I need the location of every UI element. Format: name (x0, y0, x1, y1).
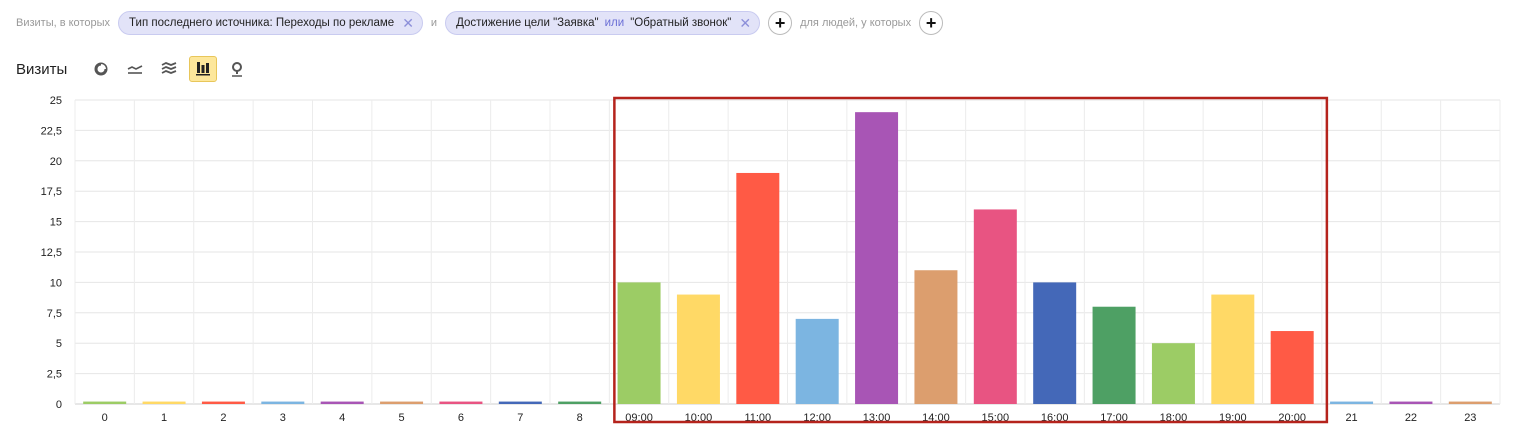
close-icon[interactable]: ✕ (739, 15, 752, 31)
x-tick-label: 4 (339, 412, 345, 424)
x-tick-label: 3 (280, 412, 286, 424)
bar (1270, 331, 1314, 404)
bar (261, 401, 305, 404)
filter-bar: Визиты, в которых Тип последнего источни… (16, 11, 944, 35)
x-tick-label: 5 (399, 412, 405, 424)
bar (617, 282, 661, 404)
x-tick-label: 21 (1345, 412, 1357, 424)
bar (201, 401, 245, 404)
bar (142, 401, 186, 404)
x-tick-label: 6 (458, 412, 464, 424)
add-people-condition-button[interactable]: + (919, 11, 944, 35)
filter-chip-source-label: Тип последнего источника: Переходы по ре… (129, 17, 395, 29)
highlight-frame (613, 96, 1329, 424)
bar (1211, 294, 1255, 404)
bar (320, 401, 364, 404)
close-icon[interactable]: ✕ (402, 15, 414, 31)
y-tick-label: 25 (50, 95, 62, 107)
filter-chip-goal-or: или (604, 17, 625, 29)
chart-toolbar: Визиты (16, 56, 257, 82)
map-icon[interactable] (223, 56, 251, 82)
y-tick-label: 0 (56, 399, 62, 411)
y-tick-label: 15 (50, 217, 62, 229)
y-tick-label: 7,5 (47, 308, 62, 320)
bar (1092, 306, 1136, 404)
bar (1330, 401, 1374, 404)
y-tick-label: 5 (56, 338, 62, 350)
bar (973, 209, 1017, 404)
x-tick-label: 7 (517, 412, 523, 424)
y-tick-label: 22,5 (41, 125, 62, 137)
bar (1448, 401, 1492, 404)
bar (439, 401, 483, 404)
area-chart-icon[interactable] (155, 56, 183, 82)
bar (1389, 401, 1433, 404)
y-tick-label: 17,5 (41, 186, 62, 198)
x-tick-label: 8 (577, 412, 583, 424)
filter-prefix: Визиты, в которых (16, 17, 110, 29)
bar (795, 318, 839, 404)
y-tick-label: 10 (50, 277, 62, 289)
y-tick-label: 20 (50, 156, 62, 168)
filter-chip-goal[interactable]: Достижение цели "Заявка" или "Обратный з… (445, 11, 761, 35)
bar (380, 401, 424, 404)
bar (83, 401, 127, 404)
x-tick-label: 22 (1405, 412, 1417, 424)
x-tick-label: 0 (102, 412, 108, 424)
filter-chip-source[interactable]: Тип последнего источника: Переходы по ре… (118, 11, 423, 35)
bar (855, 112, 899, 404)
bar (736, 172, 780, 404)
filter-and-label: и (430, 17, 438, 29)
bar (914, 270, 958, 404)
bar-chart-icon[interactable] (189, 56, 218, 82)
people-filter-label: для людей, у которых (800, 17, 912, 29)
x-tick-label: 23 (1464, 412, 1476, 424)
bar (1033, 282, 1077, 404)
y-tick-label: 12,5 (41, 247, 62, 259)
bar (558, 401, 602, 404)
bar (498, 401, 542, 404)
pie-chart-icon[interactable] (87, 56, 115, 82)
filter-chip-goal-part2: "Обратный звонок" (630, 17, 732, 29)
chart-title: Визиты (16, 60, 68, 78)
y-tick-label: 2,5 (47, 369, 62, 381)
add-visit-condition-button[interactable]: + (768, 11, 793, 35)
x-tick-label: 1 (161, 412, 167, 424)
bar (1151, 343, 1195, 404)
filter-chip-goal-part1: Достижение цели "Заявка" (456, 17, 599, 29)
bar (676, 294, 720, 404)
line-chart-icon[interactable] (121, 56, 149, 82)
x-tick-label: 2 (220, 412, 226, 424)
